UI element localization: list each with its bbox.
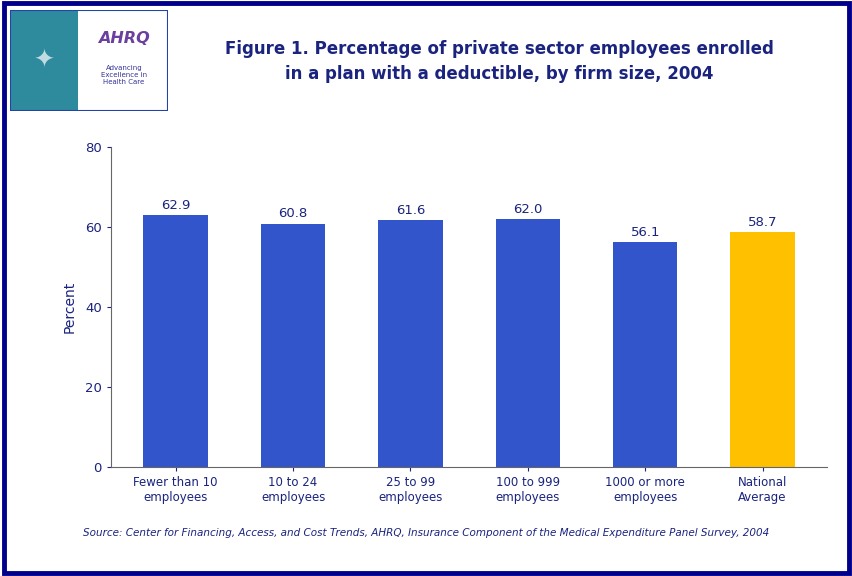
Text: Source: Center for Financing, Access, and Cost Trends, AHRQ, Insurance Component: Source: Center for Financing, Access, an… <box>83 528 769 538</box>
Text: 61.6: 61.6 <box>395 204 424 217</box>
Text: Figure 1. Percentage of private sector employees enrolled
in a plan with a deduc: Figure 1. Percentage of private sector e… <box>224 40 773 83</box>
Text: 58.7: 58.7 <box>747 216 776 229</box>
Text: 56.1: 56.1 <box>630 226 659 239</box>
Bar <box>377 221 442 467</box>
Bar <box>613 242 676 467</box>
Text: AHRQ: AHRQ <box>98 31 150 46</box>
Y-axis label: Percent: Percent <box>62 281 77 333</box>
Text: ✦: ✦ <box>33 48 55 72</box>
Bar <box>261 223 325 467</box>
Text: Advancing
Excellence in
Health Care: Advancing Excellence in Health Care <box>101 65 147 85</box>
Bar <box>495 219 560 467</box>
Text: 62.9: 62.9 <box>161 199 190 212</box>
Bar <box>729 232 794 467</box>
Bar <box>10 10 78 111</box>
Bar <box>78 10 168 111</box>
Text: 62.0: 62.0 <box>513 203 542 215</box>
Text: 60.8: 60.8 <box>278 207 308 221</box>
Bar <box>143 215 208 467</box>
